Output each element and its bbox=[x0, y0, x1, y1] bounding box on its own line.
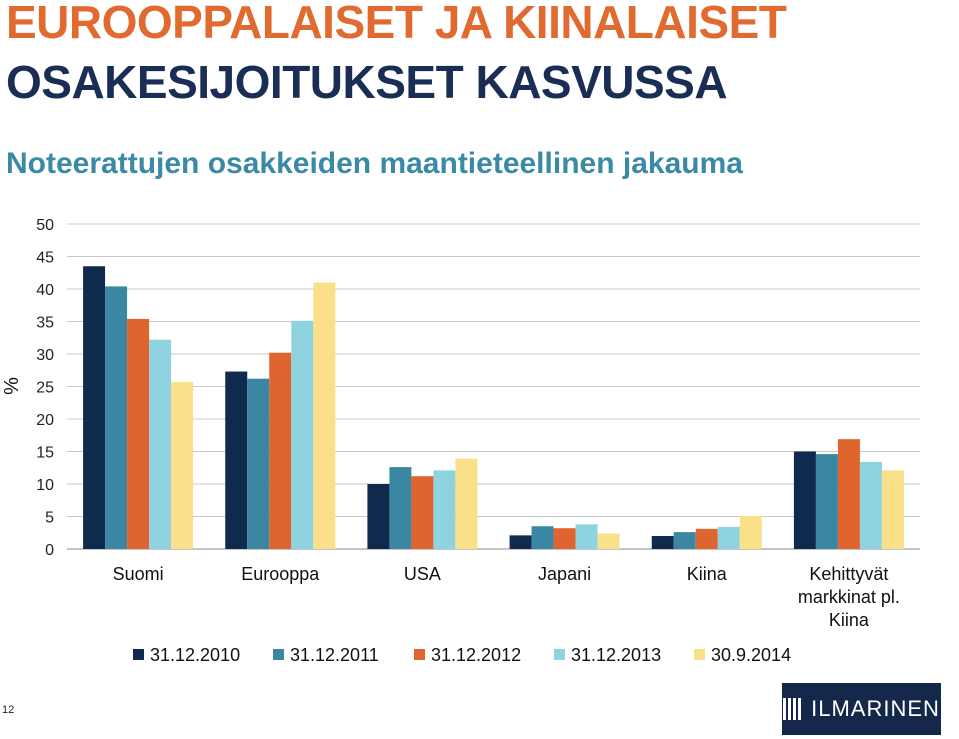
bar bbox=[597, 533, 620, 549]
bar bbox=[881, 470, 904, 549]
bar bbox=[171, 381, 194, 549]
bar bbox=[247, 378, 270, 549]
bar bbox=[859, 461, 882, 549]
logo-mark-icon bbox=[783, 698, 803, 720]
y-tick-label: 50 bbox=[36, 217, 54, 234]
bar-chart: 0 5 10 15 20 25 30 35 40 45 50 Suomi Eurooppa USA Jap… bbox=[1, 217, 920, 665]
legend-swatch bbox=[133, 649, 144, 660]
x-tick-label: Kiina bbox=[687, 564, 728, 584]
bar bbox=[815, 454, 838, 549]
bars bbox=[83, 266, 904, 549]
bar bbox=[651, 536, 674, 549]
y-tick-label: 45 bbox=[36, 250, 54, 267]
y-axis-ticks: 0 5 10 15 20 25 30 35 40 45 50 bbox=[36, 217, 54, 559]
bar bbox=[313, 282, 336, 549]
y-tick-label: 0 bbox=[45, 542, 54, 559]
page-number: 12 bbox=[2, 704, 15, 716]
gridlines bbox=[67, 223, 920, 550]
bar bbox=[105, 286, 128, 549]
ilmarinen-logo: ILMARINEN bbox=[782, 683, 941, 735]
bar bbox=[367, 484, 390, 549]
bar bbox=[695, 528, 718, 549]
x-tick-label: Japani bbox=[538, 564, 591, 584]
bar bbox=[531, 526, 554, 549]
bar bbox=[553, 528, 576, 549]
legend-label: 31.12.2012 bbox=[431, 645, 521, 665]
y-tick-label: 25 bbox=[36, 380, 54, 397]
legend-label: 31.12.2013 bbox=[571, 645, 661, 665]
bar bbox=[291, 320, 314, 549]
bar bbox=[389, 467, 412, 549]
bar bbox=[739, 515, 762, 549]
bar bbox=[411, 476, 434, 549]
brand-name: ILMARINEN bbox=[811, 696, 940, 721]
legend: 31.12.2010 31.12.2011 31.12.2012 31.12.2013… bbox=[133, 645, 791, 665]
y-tick-label: 35 bbox=[36, 315, 54, 332]
legend-swatch bbox=[273, 649, 284, 660]
x-axis-ticks: Suomi Eurooppa USA Japani Kiina Kehittyvät mar… bbox=[113, 564, 900, 630]
y-axis-label: % bbox=[1, 377, 23, 395]
bar bbox=[149, 339, 172, 549]
x-tick-label: Kehittyvät markkinat pl. Kiina bbox=[798, 564, 900, 630]
legend-label: 30.9.2014 bbox=[711, 645, 791, 665]
bar bbox=[837, 439, 860, 549]
y-tick-label: 15 bbox=[36, 445, 54, 462]
x-tick-label: Suomi bbox=[113, 564, 164, 584]
y-tick-label: 30 bbox=[36, 347, 54, 364]
bar bbox=[83, 266, 106, 549]
legend-swatch bbox=[554, 649, 565, 660]
y-tick-label: 5 bbox=[45, 510, 54, 527]
y-tick-label: 20 bbox=[36, 412, 54, 429]
legend-swatch bbox=[694, 649, 705, 660]
bar bbox=[717, 526, 740, 549]
bar bbox=[455, 458, 478, 549]
title-line-1: EUROOPPALAISET JA KIINALAISET bbox=[6, 0, 787, 48]
legend-label: 31.12.2011 bbox=[290, 645, 379, 665]
title-line-2: OSAKESIJOITUKSET KASVUSSA bbox=[6, 56, 728, 108]
bar bbox=[575, 524, 598, 549]
bar bbox=[509, 535, 532, 549]
chart-subtitle: Noteerattujen osakkeiden maantieteelline… bbox=[6, 147, 743, 180]
x-tick-label: Eurooppa bbox=[241, 564, 320, 584]
bar bbox=[793, 451, 816, 549]
legend-swatch bbox=[414, 649, 425, 660]
bar bbox=[269, 352, 292, 549]
bar bbox=[673, 532, 696, 549]
bar bbox=[127, 318, 150, 549]
x-tick-label: USA bbox=[404, 564, 441, 584]
y-tick-label: 10 bbox=[36, 477, 54, 494]
bar bbox=[433, 470, 456, 549]
y-tick-label: 40 bbox=[36, 282, 54, 299]
bar bbox=[225, 371, 248, 549]
legend-label: 31.12.2010 bbox=[150, 645, 240, 665]
